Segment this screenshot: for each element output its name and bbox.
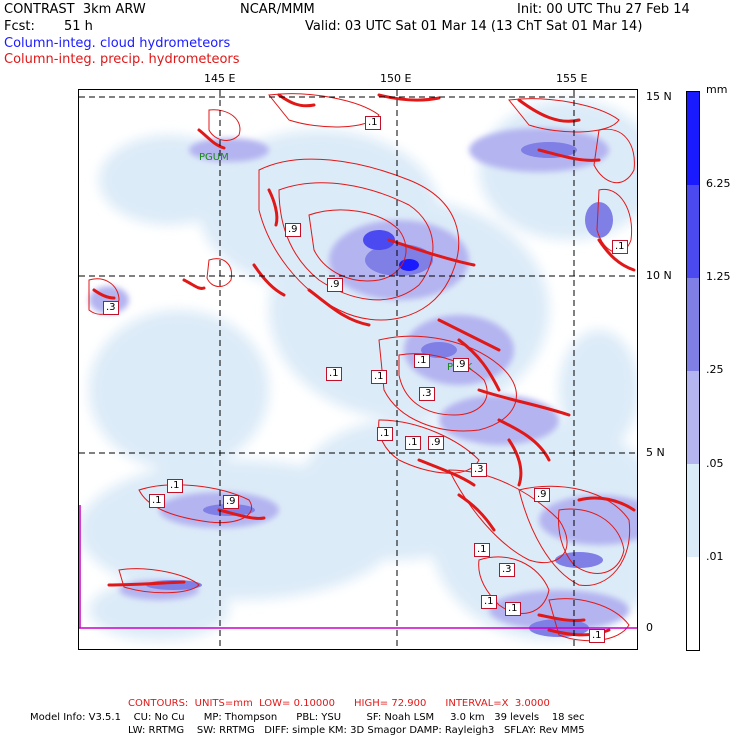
lon-label-150: 150 E [380,72,412,85]
contour-info: CONTOURS: UNITS=mm LOW= 0.10000 HIGH= 72… [128,698,550,709]
cloud-field-light [79,100,637,640]
contour-label: .1 [377,427,393,441]
contour-label: .9 [534,488,550,502]
contour-label: .1 [414,354,430,368]
contour-label: .1 [481,595,497,609]
lon-label-145: 145 E [204,72,236,85]
contour-label: .1 [505,602,521,616]
contour-label: .9 [327,278,343,292]
lat-label-equator: 0 [646,621,653,634]
colorbar-segment [687,185,699,278]
contour-label: .1 [167,479,183,493]
colorbar-label: .05 [706,457,724,470]
colorbar-segment [687,92,699,185]
contour-label: .1 [589,629,605,643]
field-cloud-title: Column-integ. cloud hydrometeors [4,36,231,51]
colorbar-label: 1.25 [706,270,731,283]
contour-label: .9 [453,358,469,372]
colorbar-label: .25 [706,363,724,376]
colorbar [686,91,700,651]
contour-label: .3 [471,463,487,477]
lat-lon-grid [79,90,637,649]
field-precip-title: Column-integ. precip. hydrometeors [4,52,240,67]
contour-label: .9 [285,223,301,237]
precip-contours [88,93,635,642]
lat-label-5n: 5 N [646,446,665,459]
station-pgum: PGUM [199,152,229,163]
forecast-label: Fcst: [4,19,35,34]
organization: NCAR/MMM [240,2,315,17]
contour-label: .1 [365,116,381,130]
lat-label-10n: 10 N [646,269,672,282]
contour-label: .3 [103,301,119,315]
contour-label: .1 [149,494,165,508]
colorbar-label: .01 [706,550,724,563]
contour-label: .1 [326,367,342,381]
model-info-line1: Model Info: V3.5.1 CU: No Cu MP: Thompso… [30,712,585,723]
product-title: CONTRAST 3km ARW [4,2,146,17]
colorbar-segment [687,557,699,650]
forecast-hour: 51 h [64,19,93,34]
lon-label-155: 155 E [556,72,588,85]
init-time: Init: 00 UTC Thu 27 Feb 14 [517,2,690,17]
map-field-svg [79,90,637,649]
map-panel: PGUM PTKK .1 .9 .3 .1 .9 .1 .1 .9 .1 .3 … [78,89,638,650]
contour-label: .1 [474,543,490,557]
contour-label: .1 [371,370,387,384]
contour-label: .3 [499,563,515,577]
lat-label-15n: 15 N [646,90,672,103]
colorbar-label: 6.25 [706,177,731,190]
colorbar-segment [687,464,699,557]
valid-time: Valid: 03 UTC Sat 01 Mar 14 (13 ChT Sat … [305,19,643,34]
model-info-line2: LW: RRTMG SW: RRTMG DIFF: simple KM: 3D … [128,725,585,736]
contour-label: .9 [223,495,239,509]
contour-label: .3 [419,387,435,401]
contour-label: .1 [405,436,421,450]
colorbar-segment [687,371,699,464]
colorbar-unit: mm [706,83,728,96]
contour-label: .1 [612,240,628,254]
contour-label: .9 [428,436,444,450]
colorbar-segment [687,278,699,371]
